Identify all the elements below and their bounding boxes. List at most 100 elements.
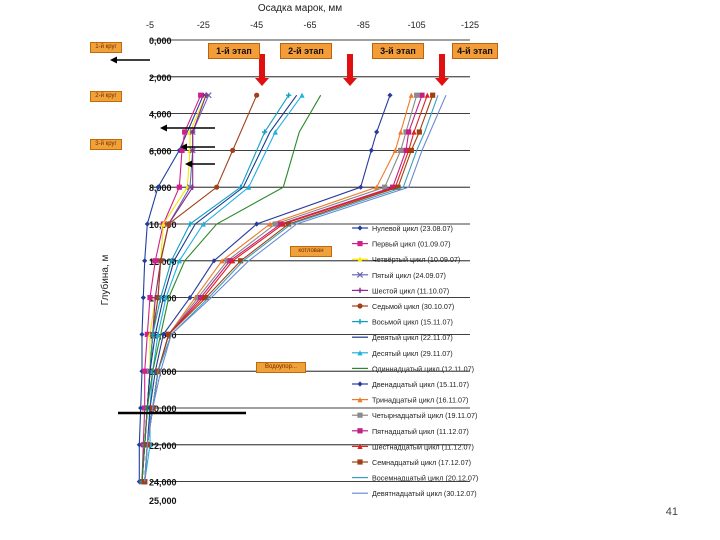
x-axis-ticks: -5 -25 -45 -65 -85 -105 -125 bbox=[146, 20, 479, 30]
data-point-marker bbox=[142, 405, 148, 411]
data-point-marker bbox=[357, 428, 363, 434]
data-point-marker bbox=[160, 331, 166, 337]
data-point-marker bbox=[411, 129, 417, 135]
data-point-marker bbox=[278, 221, 284, 227]
data-point-marker bbox=[155, 295, 161, 301]
data-point-marker bbox=[163, 295, 169, 301]
y-tick-label: 2,000 bbox=[149, 73, 172, 83]
data-point-marker bbox=[403, 129, 409, 135]
data-point-marker bbox=[357, 381, 363, 387]
data-point-marker bbox=[136, 442, 142, 448]
y-tick-label: 25,000 bbox=[149, 496, 177, 506]
legend-label: Двенадцатый цикл (15.11.07) bbox=[372, 380, 469, 389]
data-point-marker bbox=[195, 295, 201, 301]
legend-label: Одиннадцатый цикл (12.11.07) bbox=[372, 364, 474, 373]
y-axis-label: Глубина, м bbox=[99, 255, 111, 306]
stage-label-4: 4-й этап bbox=[452, 43, 498, 59]
data-point-marker bbox=[357, 287, 363, 293]
page-number: 41 bbox=[665, 506, 678, 518]
data-point-marker bbox=[176, 258, 182, 264]
data-point-marker bbox=[254, 221, 260, 227]
data-point-marker bbox=[176, 184, 182, 190]
data-point-marker bbox=[358, 184, 364, 190]
data-point-marker bbox=[144, 331, 150, 337]
data-point-marker bbox=[230, 258, 236, 264]
data-point-marker bbox=[416, 129, 422, 135]
stage-arrow bbox=[435, 54, 449, 86]
data-point-marker bbox=[408, 147, 414, 153]
data-point-marker bbox=[286, 92, 292, 98]
data-point-marker bbox=[138, 405, 144, 411]
y-tick-label: 4,000 bbox=[149, 110, 172, 120]
data-point-marker bbox=[368, 147, 374, 153]
data-point-marker bbox=[374, 184, 380, 190]
stage-label-3: 3-й этап bbox=[372, 43, 424, 59]
y-tick-label: 22,000 bbox=[149, 441, 177, 451]
data-point-marker bbox=[424, 92, 430, 98]
stage-arrows bbox=[255, 54, 449, 86]
data-point-marker bbox=[158, 295, 164, 301]
data-point-marker bbox=[190, 147, 196, 153]
legend-label: Четырнадцатый цикл (19.11.07) bbox=[372, 411, 477, 420]
legend-item: Тринадцатый цикл (16.11.07) bbox=[352, 396, 468, 405]
data-point-marker bbox=[230, 147, 236, 153]
x-tick-label: -125 bbox=[461, 20, 479, 30]
left-arrow bbox=[180, 143, 215, 151]
data-point-marker bbox=[160, 221, 166, 227]
legend-item: Пятнадцатый цикл (11.12.07) bbox=[352, 427, 469, 436]
legend-item: Девятнадцатый цикл (30.12.07) bbox=[352, 489, 477, 498]
data-point-marker bbox=[238, 258, 244, 264]
legend-item: Семнадцатый цикл (17.12.07) bbox=[352, 458, 471, 467]
legend-label: Первый цикл (01.09.07) bbox=[372, 240, 450, 249]
data-point-marker bbox=[267, 221, 273, 227]
y-tick-label: 24,000 bbox=[149, 478, 177, 488]
legend-item: Первый цикл (01.09.07) bbox=[352, 240, 450, 249]
data-point-marker bbox=[430, 92, 436, 98]
data-point-marker bbox=[374, 129, 380, 135]
legend-label: Девятнадцатый цикл (30.12.07) bbox=[372, 489, 477, 498]
chart-title: Осадка марок, мм bbox=[258, 3, 342, 14]
series-line bbox=[141, 94, 322, 482]
legend-item: Одиннадцатый цикл (12.11.07) bbox=[352, 364, 474, 373]
left-arrow bbox=[110, 56, 150, 64]
data-point-marker bbox=[205, 92, 212, 99]
data-point-marker bbox=[406, 129, 412, 135]
y-axis-ticks: 0,0002,0004,0006,0008,00010,00012,00014,… bbox=[149, 36, 177, 506]
legend-item: Десятый цикл (29.11.07) bbox=[352, 349, 453, 358]
data-point-marker bbox=[139, 331, 145, 337]
data-point-marker bbox=[142, 479, 148, 485]
data-point-marker bbox=[403, 147, 409, 153]
legend-item: Двенадцатый цикл (15.11.07) bbox=[352, 380, 469, 389]
data-point-marker bbox=[187, 295, 193, 301]
legend-item: Четырнадцатый цикл (19.11.07) bbox=[352, 411, 477, 420]
data-point-marker bbox=[357, 350, 363, 356]
left-arrow bbox=[160, 124, 215, 132]
data-point-marker bbox=[395, 184, 401, 190]
data-point-marker bbox=[398, 147, 404, 153]
legend-label: Пятнадцатый цикл (11.12.07) bbox=[372, 427, 469, 436]
legend-item: Восемнадцатый цикл (20.12.07) bbox=[352, 474, 478, 483]
data-point-marker bbox=[272, 221, 278, 227]
data-point-marker bbox=[357, 256, 363, 262]
y-tick-label: 20,000 bbox=[149, 404, 177, 414]
legend-label: Восьмой цикл (15.11.07) bbox=[372, 318, 453, 327]
data-point-marker bbox=[398, 129, 404, 135]
data-point-marker bbox=[387, 92, 393, 98]
stage-arrow bbox=[255, 54, 269, 86]
data-point-marker bbox=[262, 129, 268, 135]
legend-label: Седьмой цикл (30.10.07) bbox=[372, 302, 454, 311]
data-point-marker bbox=[219, 258, 225, 264]
data-point-marker bbox=[246, 184, 252, 190]
data-point-marker bbox=[414, 92, 420, 98]
data-point-marker bbox=[286, 221, 292, 227]
x-tick-label: -5 bbox=[146, 20, 154, 30]
legend-item: Седьмой цикл (30.10.07) bbox=[352, 302, 454, 311]
x-tick-label: -45 bbox=[250, 20, 263, 30]
y-tick-label: 6,000 bbox=[149, 146, 172, 156]
legend-item: Шестнадцатый цикл (11.12.07) bbox=[352, 442, 474, 451]
data-point-marker bbox=[214, 184, 220, 190]
legend-label: Шестой цикл (11.10.07) bbox=[372, 286, 449, 295]
legend-label: Девятый цикл (22.11.07) bbox=[372, 333, 453, 342]
data-point-marker bbox=[182, 129, 188, 135]
data-point-marker bbox=[272, 129, 278, 135]
